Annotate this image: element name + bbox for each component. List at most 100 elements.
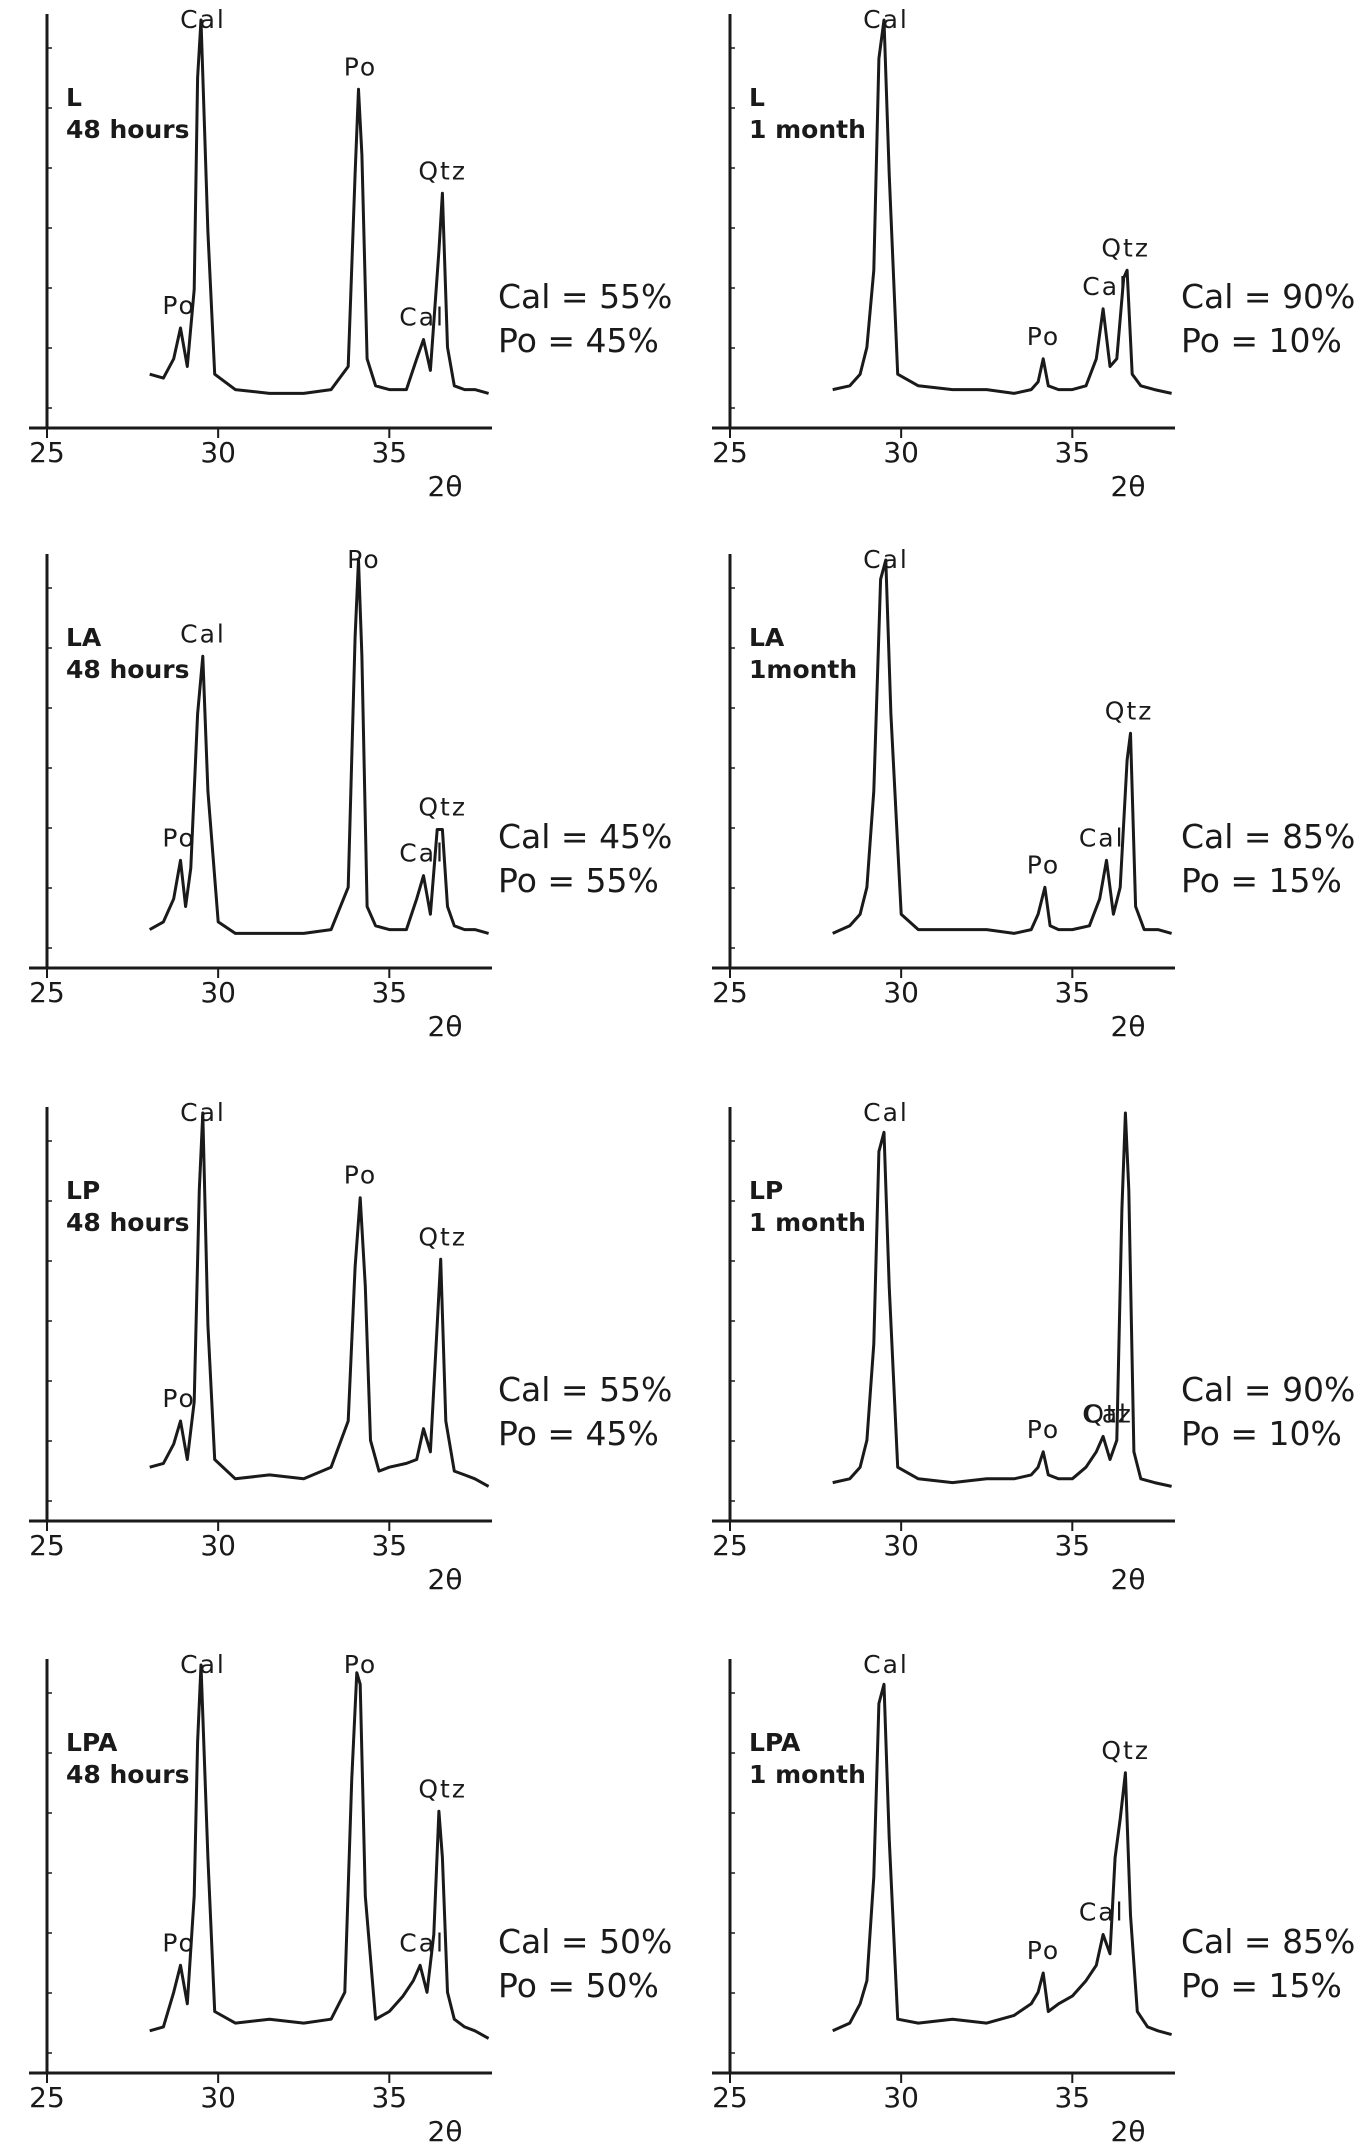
sample-label: LA [749, 623, 785, 652]
sample-label: LP [749, 1176, 783, 1205]
x-tick-label: 25 [712, 2081, 748, 2114]
peak-label: Po [1027, 322, 1060, 351]
sample-label: LPA [66, 1728, 118, 1757]
composition-label: Po = 15% [1181, 1966, 1342, 2005]
x-axis-label: 2θ [428, 470, 463, 500]
x-tick-label: 35 [1054, 436, 1090, 469]
x-tick-label: 25 [712, 976, 748, 1009]
x-tick-label: 30 [883, 2081, 919, 2114]
peak-label: Po [162, 823, 195, 852]
xrd-panel: 25 30 35 2θ LA 48 hours Cal Po Po Qtz Cal Cal = 45%… [29, 545, 672, 1040]
peak-label: Qtz [1101, 1736, 1150, 1765]
peak-label: Po [1027, 1415, 1060, 1444]
x-axis-label: 2θ [428, 1563, 463, 1593]
x-tick-label: 30 [200, 2081, 236, 2114]
peak-label: Qtz [1101, 233, 1150, 262]
x-tick-label: 35 [371, 1529, 407, 1562]
x-axis-label: 2θ [428, 2115, 463, 2145]
composition-label: Cal = 90% [1181, 1370, 1355, 1409]
x-axis-label: 2θ [1111, 1563, 1146, 1593]
peak-label: Cal [863, 545, 909, 574]
x-axis-label: 2θ [1111, 2115, 1146, 2145]
duration-label: 48 hours [66, 655, 189, 684]
peak-label: Po [162, 1928, 195, 1957]
peak-label: Qtz [418, 156, 467, 185]
peak-label: Po [162, 1384, 195, 1413]
diffraction-trace [149, 18, 490, 395]
composition-label: Po = 10% [1181, 321, 1342, 360]
x-axis-label: 2θ [1111, 470, 1146, 500]
diffraction-trace [832, 18, 1172, 395]
composition-label: Cal = 45% [498, 817, 672, 856]
duration-label: 48 hours [66, 1208, 189, 1237]
x-tick-label: 35 [1054, 2081, 1090, 2114]
peak-label: Cal [399, 1928, 445, 1957]
composition-label: Cal = 90% [1181, 277, 1355, 316]
peak-label: Cal [1082, 272, 1128, 301]
peak-label: Po [344, 1161, 377, 1190]
peak-label: Po [344, 52, 377, 81]
x-tick-label: 25 [29, 436, 65, 469]
xrd-panel: 25 30 35 2θ L 48 hours Cal Po Qtz Po Cal Cal = 55% P… [29, 5, 672, 500]
xrd-panel: 25 30 35 2θ LP 48 hours Cal Po Qtz Po Cal = 55% Po … [29, 1098, 672, 1593]
xrd-panel: 25 30 35 2θ LPA 48 hours Cal Po Qtz Po Cal Cal = 50… [29, 1650, 672, 2145]
x-tick-label: 30 [883, 976, 919, 1009]
peak-label: Cal [180, 619, 226, 648]
sample-label: L [749, 83, 765, 112]
x-tick-label: 25 [29, 976, 65, 1009]
peak-label: Cal [399, 303, 445, 332]
peak-label: Cal [399, 839, 445, 868]
x-tick-label: 30 [883, 1529, 919, 1562]
diffraction-trace [149, 1111, 490, 1488]
composition-label: Cal = 85% [1181, 817, 1355, 856]
diffraction-trace [148, 558, 490, 935]
x-tick-label: 25 [712, 436, 748, 469]
xrd-panel: 25 30 35 2θ LPA 1 month Cal Qtz Cal Po Cal = 85% Po… [712, 1650, 1355, 2145]
peak-label: Po [162, 291, 195, 320]
x-tick-label: 25 [712, 1529, 748, 1562]
peak-label: Cal [1079, 1898, 1125, 1927]
duration-label: 48 hours [66, 115, 189, 144]
peak-label: Cal [180, 5, 226, 34]
duration-label: 1month [749, 655, 857, 684]
diffraction-trace [832, 1111, 1172, 1488]
x-tick-label: 30 [200, 436, 236, 469]
composition-label: Cal = 55% [498, 277, 672, 316]
peak-label: Qtz [418, 1222, 467, 1251]
composition-label: Po = 45% [498, 321, 659, 360]
composition-label: Cal = 55% [498, 1370, 672, 1409]
peak-label: Qtz [418, 1774, 467, 1803]
peak-label: Cal [180, 1650, 226, 1679]
composition-label: Po = 10% [1181, 1414, 1342, 1453]
composition-label: Po = 15% [1181, 861, 1342, 900]
peak-label: Qtz [418, 793, 467, 822]
x-tick-label: 30 [200, 1529, 236, 1562]
peak-label: Po [347, 545, 380, 574]
x-axis-label: 2θ [428, 1010, 463, 1040]
diffraction-trace [832, 1682, 1173, 2037]
x-tick-label: 35 [371, 2081, 407, 2114]
peak-label: Cal [863, 1650, 909, 1679]
peak-label: Cal [1079, 823, 1125, 852]
composition-label: Po = 55% [498, 861, 659, 900]
duration-label: 1 month [749, 1760, 866, 1789]
xrd-panel: 25 30 35 2θ L 1 month Cal Po Cal Qtz Cal = 90% Po =… [712, 5, 1355, 500]
x-tick-label: 25 [29, 2081, 65, 2114]
peak-label: Cal [863, 1098, 909, 1127]
peak-label: Qtz [1105, 696, 1154, 725]
peak-label: Po [1027, 1936, 1060, 1965]
sample-label: LPA [749, 1728, 801, 1757]
peak-label: Po [1027, 850, 1060, 879]
x-tick-label: 35 [1054, 976, 1090, 1009]
sample-label: LA [66, 623, 102, 652]
x-tick-label: 35 [1054, 1529, 1090, 1562]
peak-label: Qtz [1084, 1399, 1133, 1428]
composition-label: Cal = 85% [1181, 1922, 1355, 1961]
duration-label: 1 month [749, 115, 866, 144]
peak-label: Cal [863, 5, 909, 34]
sample-label: L [66, 83, 82, 112]
x-axis-label: 2θ [1111, 1010, 1146, 1040]
peak-label: Cal [1082, 1399, 1128, 1428]
